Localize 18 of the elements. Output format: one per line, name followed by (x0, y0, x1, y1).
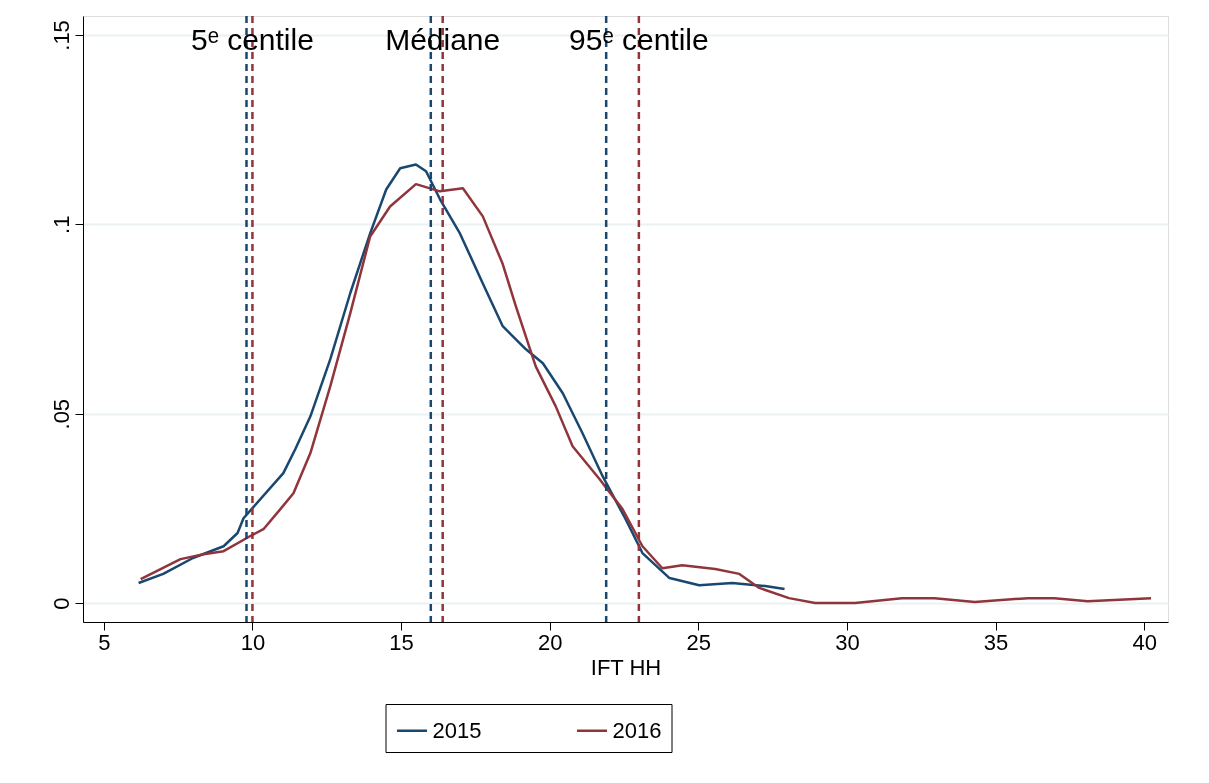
ref-line-label: 5ᵉ centile (190, 23, 314, 56)
x-tick-label: 30 (835, 629, 860, 655)
x-tick-label: 35 (983, 629, 1009, 655)
legend-label: 2016 (612, 717, 662, 743)
x-tick-label: 25 (686, 629, 712, 655)
x-tick-label: 15 (389, 629, 414, 655)
x-axis-title: IFT HH (590, 654, 662, 680)
x-tick-label: 10 (240, 629, 266, 655)
x-tick-label: 40 (1132, 629, 1157, 655)
x-tick-label: 5 (98, 629, 111, 655)
y-tick-label: .15 (48, 20, 74, 51)
y-tick-label: .05 (48, 398, 74, 430)
x-tick-label: 20 (537, 629, 563, 655)
ref-line-label: Médiane (385, 23, 501, 56)
y-tick-label: 0 (48, 597, 74, 610)
y-tick-label: .1 (48, 215, 74, 234)
legend-label: 2015 (432, 717, 482, 743)
ref-line-label: 95ᵉ centile (569, 23, 709, 56)
